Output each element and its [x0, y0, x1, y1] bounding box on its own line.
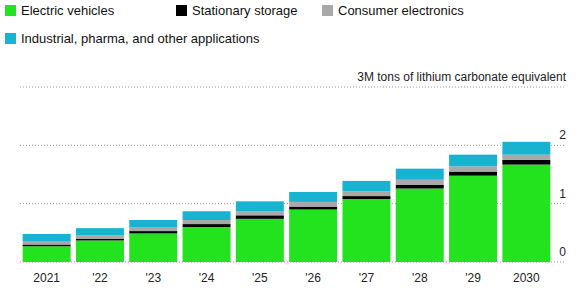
bar-segment: [289, 207, 337, 210]
bar-segment: [342, 181, 390, 192]
x-tick-label: 2021: [33, 271, 60, 285]
bar-segment: [289, 210, 337, 263]
bar-segment: [129, 233, 177, 262]
grid: 0 1 2 3M tons of lithium carbonate equivale…: [20, 70, 567, 262]
bar-segment: [183, 224, 231, 227]
bar-segment: [502, 155, 550, 160]
bar-segment: [236, 215, 284, 219]
legend-swatch: [322, 5, 333, 16]
bar-segment: [183, 227, 231, 262]
x-tick-label: '24: [199, 271, 215, 285]
bar-segment: [129, 231, 177, 233]
bar-segment: [23, 246, 71, 262]
bar-segment: [183, 211, 231, 220]
bar-segment: [342, 191, 390, 196]
y-tick-label: 0: [559, 245, 566, 259]
x-tick-label: '28: [412, 271, 428, 285]
bar-segment: [23, 234, 71, 241]
bars: [23, 142, 551, 262]
legend-label: Stationary storage: [192, 3, 298, 18]
bar-segment: [449, 166, 497, 171]
legend-swatch: [176, 5, 187, 16]
bar-segment: [236, 211, 284, 215]
x-tick-label: '29: [465, 271, 481, 285]
legend-label: Consumer electronics: [338, 3, 464, 18]
bar-segment: [342, 199, 390, 262]
legend-swatch: [5, 5, 16, 16]
bar-segment: [449, 172, 497, 176]
bar-segment: [396, 189, 444, 263]
bar-segment: [502, 160, 550, 165]
bar-segment: [129, 228, 177, 232]
bar-segment: [183, 220, 231, 224]
bar-segment: [396, 180, 444, 185]
bar-segment: [449, 176, 497, 262]
bar-segment: [396, 185, 444, 189]
bar-segment: [23, 241, 71, 245]
y-tick-label: 1: [559, 187, 566, 201]
grid-line: [20, 145, 566, 146]
x-tick-label: '26: [305, 271, 321, 285]
bar-segment: [76, 239, 124, 241]
grid-line: [20, 87, 566, 88]
bar-segment: [236, 201, 284, 211]
legend-label: Industrial, pharma, and other applicatio…: [21, 31, 260, 46]
y-tick-label: 3M tons of lithium carbonate equivalent: [357, 70, 566, 84]
y-tick-label: 2: [559, 128, 566, 142]
bar-segment: [342, 196, 390, 199]
x-tick-label: '25: [252, 271, 268, 285]
x-tick-label: '23: [145, 271, 161, 285]
legend: Electric vehicles Stationary storage Consu…: [5, 3, 464, 46]
bar-segment: [502, 165, 550, 262]
legend-label: Electric vehicles: [21, 3, 115, 18]
bar-segment: [236, 219, 284, 262]
x-tick-label: 2030: [513, 271, 540, 285]
bar-segment: [76, 235, 124, 239]
bar-segment: [449, 155, 497, 167]
chart-svg: Electric vehicles Stationary storage Consu…: [0, 0, 584, 295]
bar-segment: [289, 192, 337, 202]
x-tick-label: '22: [92, 271, 108, 285]
x-tick-label: '27: [359, 271, 375, 285]
bar-segment: [129, 220, 177, 228]
bar-segment: [76, 228, 124, 235]
legend-swatch: [5, 33, 16, 44]
bar-segment: [76, 240, 124, 262]
bar-segment: [502, 142, 550, 155]
chart-container: Electric vehicles Stationary storage Consu…: [0, 0, 584, 295]
bar-segment: [396, 169, 444, 180]
bar-segment: [23, 245, 71, 247]
bar-segment: [289, 202, 337, 207]
x-axis: 2021 '22 '23 '24 '25 '26 '27 '28 '29 2030: [33, 271, 540, 285]
